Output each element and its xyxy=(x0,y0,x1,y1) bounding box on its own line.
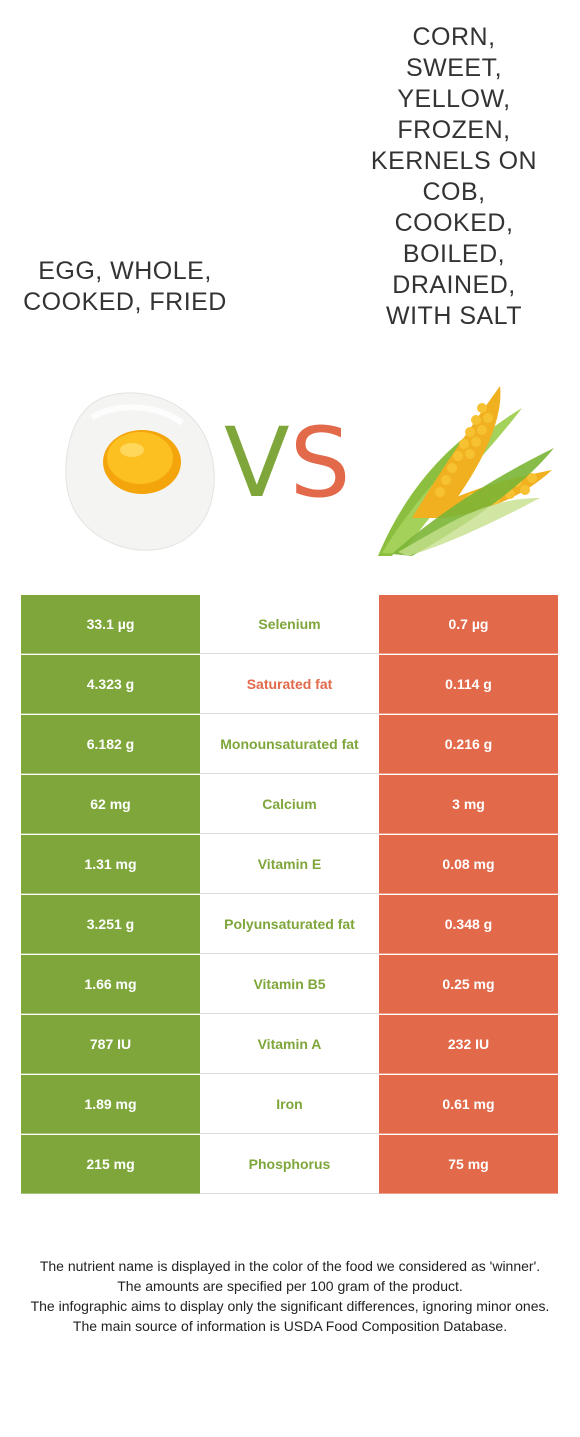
footnote-line-1: The nutrient name is displayed in the co… xyxy=(39,1258,541,1274)
nutrient-name: Saturated fat xyxy=(200,655,379,714)
nutrient-comparison-table: 33.1 µg Selenium 0.7 µg 4.323 g Saturated fa… xyxy=(21,595,558,1195)
nutrient-name: Iron xyxy=(200,1075,379,1134)
nutrient-name: Selenium xyxy=(200,595,379,654)
vs-v: V xyxy=(224,407,290,519)
left-value: 6.182 g xyxy=(21,715,200,774)
table-row: 6.182 g Monounsaturated fat 0.216 g xyxy=(21,715,558,775)
right-value: 0.114 g xyxy=(379,655,558,714)
left-value: 4.323 g xyxy=(21,655,200,714)
left-value: 1.66 mg xyxy=(21,955,200,1014)
left-value: 1.89 mg xyxy=(21,1075,200,1134)
food-left-title: Egg, whole, cooked, fried xyxy=(23,256,227,316)
table-row: 215 mg Phosphorus 75 mg xyxy=(21,1135,558,1195)
footnote-line-3: The infographic aims to display only the… xyxy=(30,1298,550,1314)
footnote-line-4: The main source of information is USDA F… xyxy=(72,1318,508,1334)
vs-label: VS xyxy=(224,415,354,511)
right-value: 75 mg xyxy=(379,1135,558,1194)
nutrient-name: Monounsaturated fat xyxy=(200,715,379,774)
nutrient-name: Vitamin B5 xyxy=(200,955,379,1014)
corn-cob-icon xyxy=(378,386,554,556)
left-value: 3.251 g xyxy=(21,895,200,954)
left-value: 1.31 mg xyxy=(21,835,200,894)
footnote-line-2: The amounts are specified per 100 gram o… xyxy=(117,1278,463,1294)
fried-egg-icon xyxy=(65,392,215,551)
right-value: 0.7 µg xyxy=(379,595,558,654)
table-row: 1.66 mg Vitamin B5 0.25 mg xyxy=(21,955,558,1015)
table-row: 62 mg Calcium 3 mg xyxy=(21,775,558,835)
right-value: 0.08 mg xyxy=(379,835,558,894)
table-row: 787 IU Vitamin A 232 IU xyxy=(21,1015,558,1075)
nutrient-name: Phosphorus xyxy=(200,1135,379,1194)
table-row: 3.251 g Polyunsaturated fat 0.348 g xyxy=(21,895,558,955)
food-right-title: Corn, sweet, yellow, frozen, kernels on … xyxy=(370,23,538,330)
table-row: 4.323 g Saturated fat 0.114 g xyxy=(21,655,558,715)
right-value: 232 IU xyxy=(379,1015,558,1074)
nutrient-name: Vitamin A xyxy=(200,1015,379,1074)
left-value: 33.1 µg xyxy=(21,595,200,654)
right-value: 0.61 mg xyxy=(379,1075,558,1134)
right-value: 3 mg xyxy=(379,775,558,834)
table-row: 33.1 µg Selenium 0.7 µg xyxy=(21,595,558,655)
right-value: 0.25 mg xyxy=(379,955,558,1014)
right-value: 0.216 g xyxy=(379,715,558,774)
table-row: 1.89 mg Iron 0.61 mg xyxy=(21,1075,558,1135)
left-value: 787 IU xyxy=(21,1015,200,1074)
nutrient-name: Vitamin E xyxy=(200,835,379,894)
vs-s: S xyxy=(289,407,351,519)
nutrient-name: Calcium xyxy=(200,775,379,834)
nutrient-name: Polyunsaturated fat xyxy=(200,895,379,954)
table-row: 1.31 mg Vitamin E 0.08 mg xyxy=(21,835,558,895)
footnote: The nutrient name is displayed in the co… xyxy=(30,1256,550,1336)
left-value: 215 mg xyxy=(21,1135,200,1194)
left-value: 62 mg xyxy=(21,775,200,834)
right-value: 0.348 g xyxy=(379,895,558,954)
